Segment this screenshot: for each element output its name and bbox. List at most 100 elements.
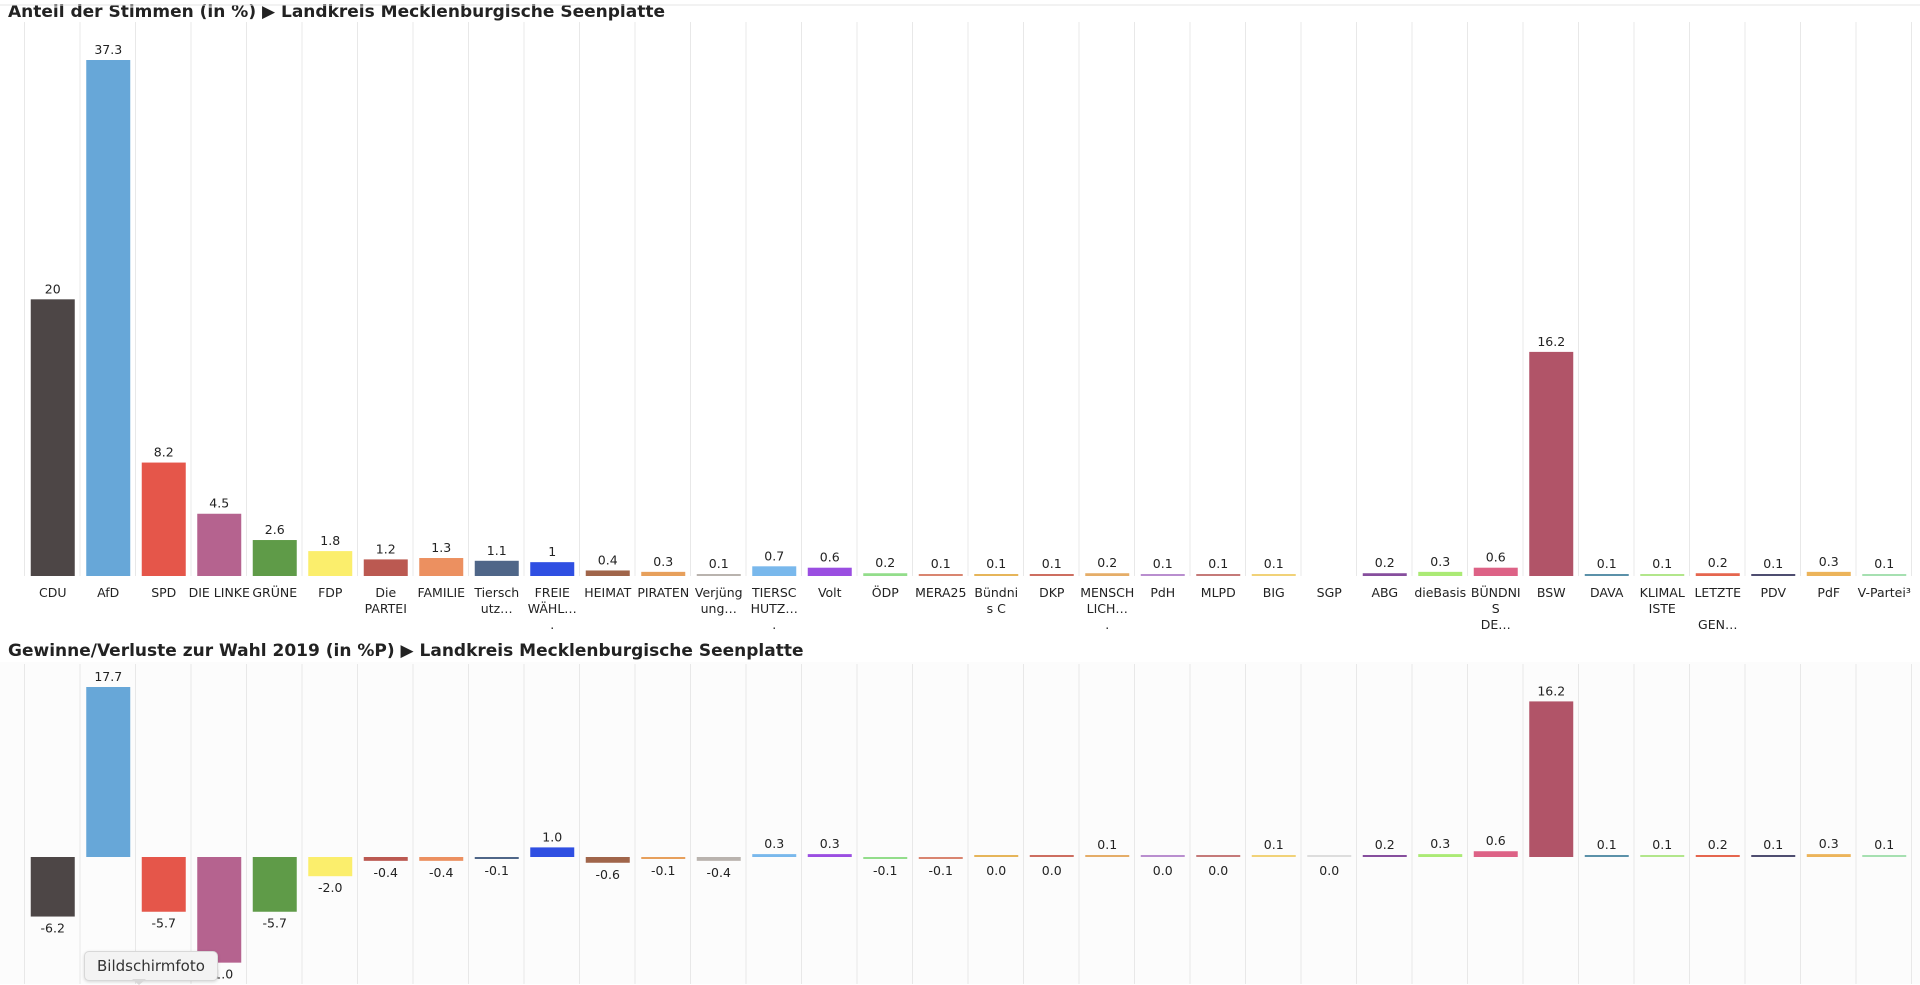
value-label-15: 0.2 <box>875 555 895 570</box>
screenshot-tooltip: Bildschirmfoto <box>84 951 218 981</box>
change-label-24: 0.2 <box>1375 837 1395 852</box>
bar-29 <box>1640 574 1685 576</box>
value-label-1: 37.3 <box>94 42 122 57</box>
category-label-16: MERA25 <box>915 585 966 600</box>
value-label-20: 0.1 <box>1153 556 1173 571</box>
change-label-28: 0.1 <box>1597 837 1617 852</box>
change-bar-30 <box>1695 855 1740 857</box>
category-label-31: PDV <box>1761 585 1787 600</box>
change-bar-27 <box>1529 701 1574 857</box>
category-label-29: KLIMAL <box>1640 585 1685 600</box>
value-label-21: 0.1 <box>1208 556 1228 571</box>
change-bar-14 <box>807 854 852 857</box>
value-label-2: 8.2 <box>154 445 174 460</box>
bar-30 <box>1695 573 1740 576</box>
change-bar-5 <box>308 857 353 877</box>
bar-33 <box>1862 574 1907 576</box>
category-label-17: Bündni <box>974 585 1018 600</box>
change-bar-32 <box>1806 854 1851 857</box>
change-label-1: 17.7 <box>94 669 122 684</box>
category-label-9: . <box>550 617 554 632</box>
change-label-30: 0.2 <box>1708 837 1728 852</box>
bar-32 <box>1806 571 1851 576</box>
change-label-18: 0.0 <box>1042 863 1062 878</box>
change-label-21: 0.0 <box>1208 863 1228 878</box>
category-label-2: SPD <box>151 585 176 600</box>
value-label-10: 0.4 <box>598 552 618 567</box>
category-label-13: TIERSC <box>751 585 797 600</box>
change-label-5: -2.0 <box>318 880 342 895</box>
value-label-4: 2.6 <box>265 522 285 537</box>
gains-losses-chart-title: Gewinne/Verluste zur Wahl 2019 (in %P) ▶… <box>8 641 804 661</box>
change-bar-10 <box>585 857 630 863</box>
category-label-18: DKP <box>1039 585 1065 600</box>
change-bar-17 <box>974 855 1019 857</box>
value-label-13: 0.7 <box>764 548 784 563</box>
value-label-7: 1.3 <box>431 540 451 555</box>
value-label-8: 1.1 <box>487 543 507 558</box>
change-label-29: 0.1 <box>1652 837 1672 852</box>
change-bar-9 <box>530 847 575 857</box>
change-label-0: -6.2 <box>41 921 65 936</box>
category-label-28: DAVA <box>1590 585 1624 600</box>
value-label-25: 0.3 <box>1430 554 1450 569</box>
vote-share-chart: 20 CDU 37.3 AfD 8.2 SPD 4.5 DIE LINKE 2.6 GRÜNE 1.… <box>0 4 1920 632</box>
tooltip-arrow-icon <box>132 979 146 985</box>
change-label-25: 0.3 <box>1430 836 1450 851</box>
change-bar-23 <box>1307 855 1352 857</box>
value-label-32: 0.3 <box>1819 554 1839 569</box>
bar-18 <box>1029 574 1074 576</box>
bar-11 <box>641 571 686 576</box>
category-label-10: HEIMAT <box>584 585 631 600</box>
value-label-3: 4.5 <box>209 496 229 511</box>
value-label-22: 0.1 <box>1264 556 1284 571</box>
change-bar-6 <box>363 857 408 861</box>
change-bar-3 <box>197 857 242 963</box>
bar-15 <box>863 573 908 576</box>
bar-21 <box>1196 574 1241 576</box>
bar-26 <box>1473 567 1518 576</box>
change-bar-33 <box>1862 855 1907 857</box>
change-label-33: 0.1 <box>1874 837 1894 852</box>
bar-5 <box>308 551 353 576</box>
category-label-26: DE… <box>1481 617 1511 632</box>
bar-17 <box>974 574 1019 576</box>
bar-7 <box>419 558 464 576</box>
bar-28 <box>1584 574 1629 576</box>
category-label-12: ung… <box>701 601 737 616</box>
bar-8 <box>474 560 519 576</box>
change-bar-7 <box>419 857 464 861</box>
value-label-26: 0.6 <box>1486 550 1506 565</box>
category-label-13: HUTZ… <box>751 601 798 616</box>
category-label-21: MLPD <box>1201 585 1236 600</box>
change-bar-25 <box>1418 854 1463 857</box>
change-label-12: -0.4 <box>707 865 731 880</box>
bar-20 <box>1140 574 1185 576</box>
category-label-9: WÄHL… <box>528 601 577 616</box>
change-label-10: -0.6 <box>596 867 620 882</box>
change-bar-22 <box>1251 855 1296 857</box>
bar-4 <box>252 540 297 576</box>
change-label-19: 0.1 <box>1097 837 1117 852</box>
category-label-5: FDP <box>318 585 343 600</box>
category-label-3: DIE LINKE <box>189 585 250 600</box>
bar-10 <box>585 570 630 576</box>
value-label-9: 1 <box>548 544 556 559</box>
category-label-4: GRÜNE <box>252 584 297 600</box>
change-label-23: 0.0 <box>1319 863 1339 878</box>
value-label-11: 0.3 <box>653 554 673 569</box>
change-bar-24 <box>1362 855 1407 857</box>
change-label-31: 0.1 <box>1763 837 1783 852</box>
vote-share-chart-title: Anteil der Stimmen (in %) ▶ Landkreis Me… <box>8 2 665 22</box>
bar-6 <box>363 559 408 576</box>
change-bar-11 <box>641 857 686 859</box>
bar-9 <box>530 562 575 576</box>
change-label-22: 0.1 <box>1264 837 1284 852</box>
bar-24 <box>1362 573 1407 576</box>
bar-3 <box>197 513 242 576</box>
change-bar-8 <box>474 857 519 859</box>
bar-27 <box>1529 351 1574 576</box>
bar-22 <box>1251 574 1296 576</box>
bar-1 <box>86 60 131 576</box>
category-label-30: GEN… <box>1698 617 1737 632</box>
